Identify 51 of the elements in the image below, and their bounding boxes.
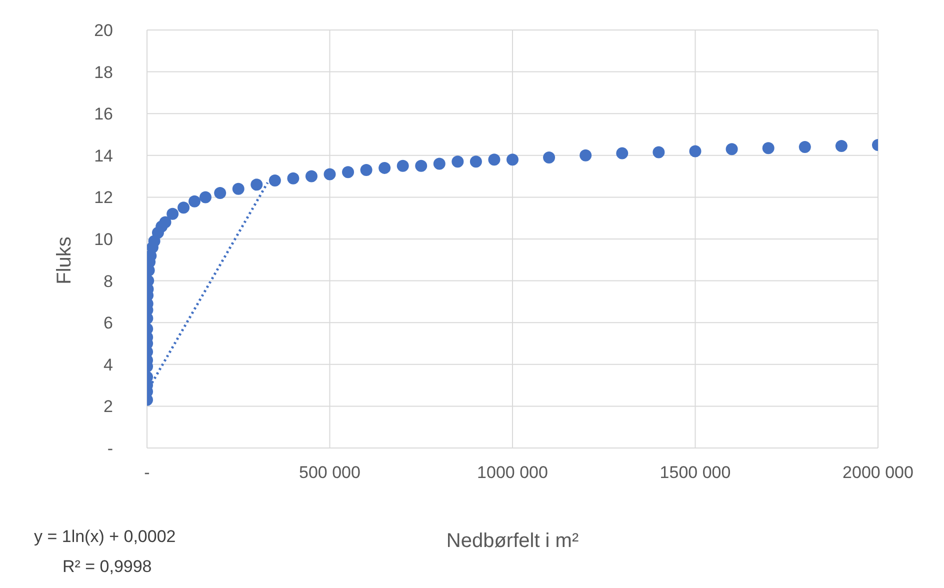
point	[470, 156, 482, 168]
point	[250, 178, 263, 191]
point	[360, 164, 372, 176]
text: R² = 0,9998	[61, 556, 153, 578]
y-tick-label: 20	[94, 21, 113, 40]
y-tick-label: 10	[94, 230, 113, 250]
point	[506, 154, 518, 166]
x-tick-label: 1000 000	[477, 463, 548, 482]
point	[159, 216, 172, 228]
point	[324, 168, 336, 180]
x-axis-title: Nedbørfelt i m²	[446, 530, 579, 552]
y-tick-label: 12	[94, 188, 113, 208]
point	[396, 160, 409, 172]
point	[543, 151, 556, 164]
y-tick-label: 16	[94, 104, 113, 124]
point	[178, 202, 190, 214]
point	[415, 160, 428, 172]
y-tick-label: 18	[94, 62, 113, 82]
y-tick-label: 2	[104, 397, 113, 416]
point	[214, 187, 226, 200]
x-tick-label: 1500 000	[660, 463, 731, 482]
y-tick-label: 8	[104, 272, 113, 291]
point	[689, 145, 702, 158]
point	[488, 154, 500, 166]
point	[798, 141, 811, 154]
x-tick-label: 2000 000	[842, 463, 914, 482]
x-tick-label: -	[144, 463, 150, 482]
point	[616, 147, 628, 160]
point	[726, 143, 738, 156]
y-axis-title: Fluks	[54, 236, 76, 284]
point	[268, 174, 281, 186]
point	[232, 182, 244, 195]
point	[166, 208, 179, 220]
point	[378, 162, 391, 174]
point	[199, 191, 212, 204]
point	[287, 172, 300, 184]
y-tick-label: -	[107, 439, 113, 458]
point	[452, 156, 464, 168]
x-tick-label: 500 000	[299, 463, 360, 482]
point	[433, 158, 446, 170]
text: y = 1ln(x) + 0,0002	[34, 526, 176, 548]
point	[342, 166, 354, 178]
y-tick-label: 4	[104, 355, 113, 374]
point	[580, 149, 592, 162]
point	[835, 140, 848, 152]
point	[188, 195, 201, 208]
point	[762, 142, 774, 154]
y-tick-label: 14	[94, 146, 113, 166]
y-tick-label: 6	[104, 314, 113, 333]
point	[305, 170, 318, 182]
point	[652, 146, 665, 158]
